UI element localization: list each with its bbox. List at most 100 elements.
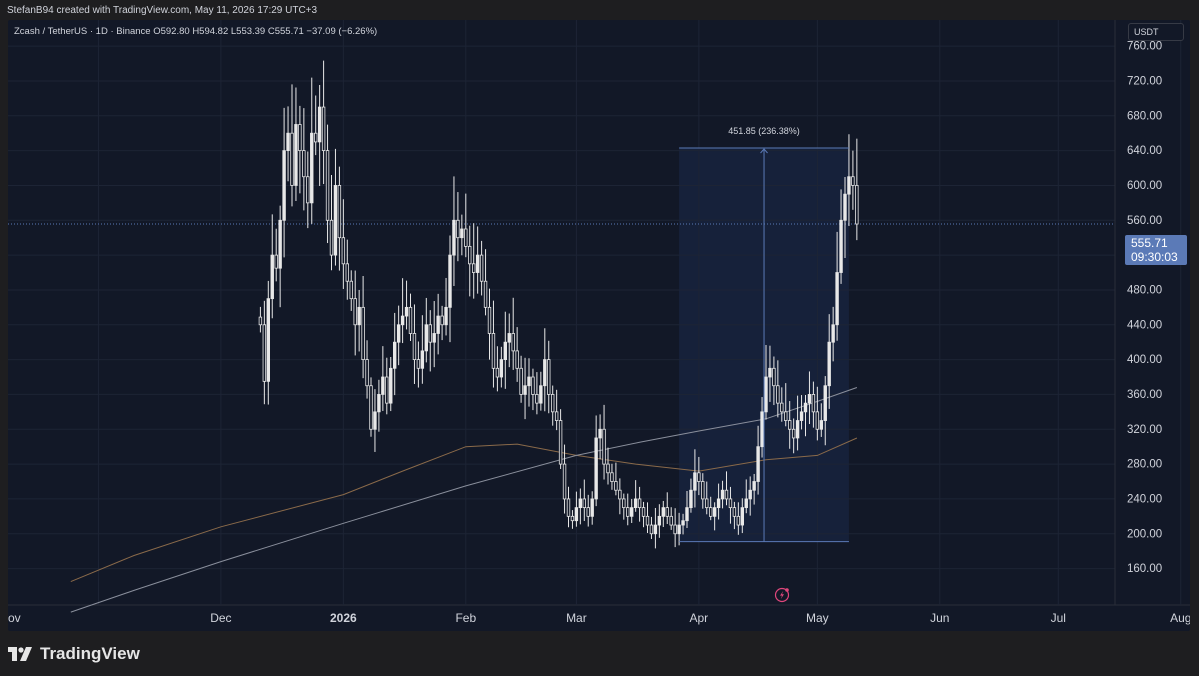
last-price-tag: 555.71 09:30:03 (1125, 235, 1187, 265)
candle-body (294, 124, 298, 186)
candle-body (507, 333, 511, 343)
currency-button[interactable]: USDT (1128, 23, 1184, 41)
candle (483, 249, 488, 316)
candle-body (400, 315, 405, 326)
brand-name: TradingView (40, 644, 140, 663)
candle (578, 488, 583, 525)
candle-body (764, 376, 768, 413)
candle-body (282, 150, 286, 221)
candle-body (310, 132, 314, 204)
measure-label: 451.85 (236.38%) (728, 126, 800, 136)
candle (274, 228, 278, 282)
candle (365, 340, 369, 399)
candle-body (408, 306, 413, 334)
candle (554, 389, 559, 431)
candle (622, 493, 626, 520)
candle (653, 507, 658, 549)
candle (353, 270, 357, 356)
candle (527, 358, 531, 407)
candle-body (535, 394, 539, 404)
candle (681, 513, 685, 535)
candle (428, 310, 432, 372)
candle-body (306, 176, 310, 204)
candle (381, 346, 385, 411)
candle-body (270, 254, 274, 300)
candle-body (586, 507, 590, 517)
candle (471, 223, 476, 299)
candle-body (610, 472, 614, 482)
x-tick-label: Feb (455, 611, 476, 625)
candle-body (325, 150, 330, 221)
candle-body (428, 324, 432, 343)
candle (720, 480, 725, 509)
candle-body (570, 515, 575, 522)
y-tick-label: 400.00 (1127, 354, 1162, 366)
candle (732, 501, 737, 530)
candle (507, 313, 511, 368)
measure-tool[interactable] (679, 147, 849, 543)
candle (784, 383, 788, 427)
candle-body (641, 507, 646, 517)
grid-lines (8, 20, 1190, 606)
candle-body (791, 428, 796, 439)
candle-body (436, 315, 440, 334)
candle (855, 138, 859, 241)
candle-body (831, 324, 835, 343)
candle (791, 418, 796, 454)
chart-panel[interactable]: 451.85 (236.38%) 760.00 720.00 680.00 640.0… (8, 20, 1190, 631)
lightning-icon[interactable] (774, 587, 790, 603)
tradingview-logo[interactable]: TradingView (8, 644, 140, 664)
candle-body (740, 507, 744, 526)
candle (606, 447, 610, 485)
candle (677, 512, 681, 546)
x-tick-label: ov (8, 611, 21, 625)
candle (574, 491, 579, 527)
candle-body (637, 498, 642, 509)
candle-body (673, 524, 677, 535)
candle (333, 148, 338, 266)
candle-body (590, 498, 594, 517)
candle (345, 239, 349, 300)
candlestick-chart[interactable]: 451.85 (236.38%) 760.00 720.00 680.00 640.0… (8, 20, 1190, 631)
candle-body (475, 254, 480, 273)
candle-body (732, 507, 737, 517)
candle (764, 345, 768, 420)
candle-body (669, 515, 673, 526)
moving-average-long (70, 437, 858, 583)
open-value: O592.80 (153, 26, 190, 37)
candle-body (551, 394, 555, 413)
candle (385, 357, 389, 415)
candle-body (649, 524, 654, 535)
candle-body (566, 498, 571, 517)
candle-body (705, 498, 709, 509)
candle (302, 108, 306, 211)
candle-body (839, 219, 843, 273)
candle-body (424, 324, 428, 352)
candle (772, 356, 776, 406)
y-tick-label: 320.00 (1127, 424, 1162, 436)
price-axis[interactable]: 760.00720.00680.00640.00600.00560.00520.… (1127, 41, 1162, 575)
candle (495, 346, 500, 392)
candle (515, 327, 519, 382)
candle-body (381, 376, 385, 395)
candle (665, 492, 669, 525)
candle (831, 306, 835, 362)
candle-body (693, 472, 697, 491)
candle-body (286, 132, 290, 152)
x-tick-label: Dec (210, 611, 231, 625)
candle-body (784, 411, 788, 421)
candle-body (709, 507, 713, 517)
candle-body (416, 359, 421, 369)
candle (618, 478, 622, 515)
candle (337, 166, 342, 271)
candle-body (736, 515, 741, 526)
candle (633, 480, 638, 512)
tradingview-logo-icon (8, 647, 32, 661)
candle-body (760, 411, 764, 448)
candle-body (633, 498, 638, 509)
change-value: −37.09 (−6.26%) (306, 26, 378, 37)
candle (377, 379, 381, 432)
candle (448, 235, 452, 343)
time-axis[interactable]: ov Dec 2026 Feb Mar Apr May Jun Jul Aug (8, 611, 1190, 625)
candle-body (712, 507, 717, 517)
